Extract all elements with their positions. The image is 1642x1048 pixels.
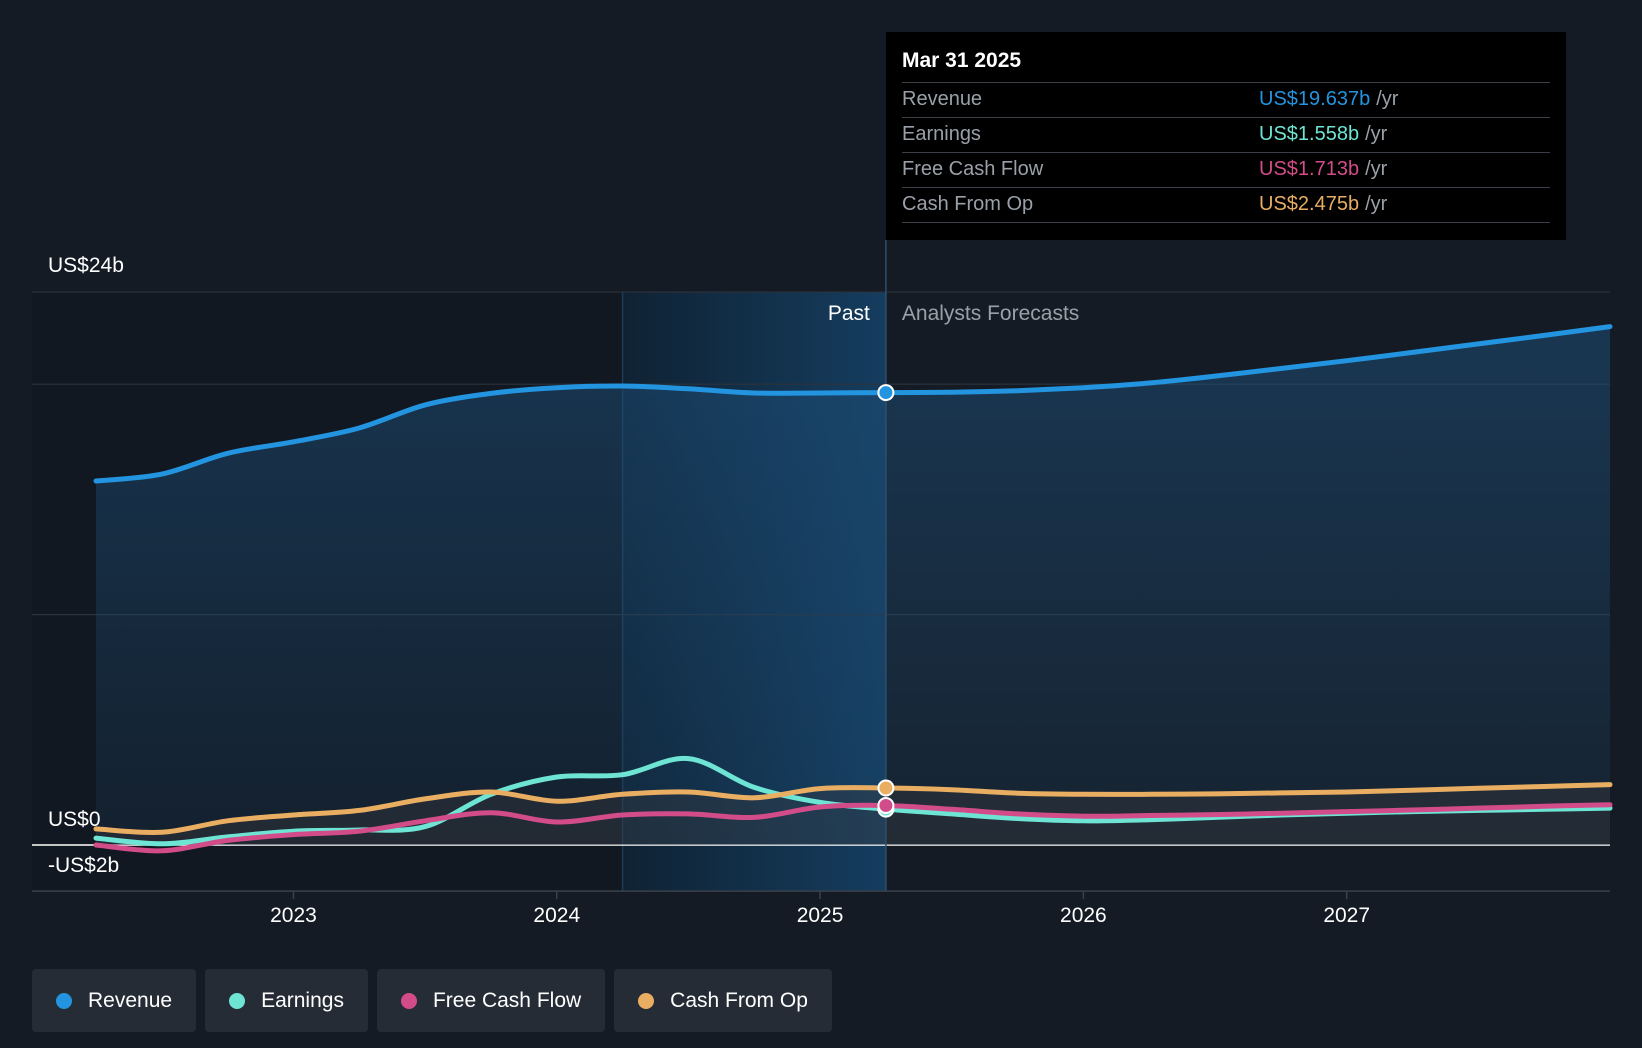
legend-label: Cash From Op [670, 988, 808, 1012]
past-label: Past [828, 302, 870, 325]
cash-from-op-line [93, 782, 1613, 836]
tooltip-label: Earnings [902, 123, 981, 145]
free-cash-flow-dot-icon [400, 992, 417, 1009]
revenue-area [96, 326, 1610, 846]
x-tick-label: 2025 [797, 904, 844, 927]
x-tick-label: 2026 [1060, 904, 1107, 927]
tooltip-value: US$2.475b [1259, 193, 1360, 215]
forecast-label: Analysts Forecasts [902, 302, 1079, 325]
legend-item-cash-from-op[interactable]: Cash From Op [614, 969, 832, 1032]
tooltip-row-revenue: Revenue US$19.637b /yr [902, 82, 1550, 117]
tooltip-label: Free Cash Flow [902, 158, 1044, 180]
y-axis-label-top: US$24b [48, 254, 124, 277]
tooltip-row-free-cash-flow: Free Cash Flow US$1.713b /yr [902, 152, 1550, 187]
tooltip-unit: /yr [1365, 193, 1388, 215]
legend-label: Revenue [88, 988, 173, 1012]
tooltip-row-cash-from-op: Cash From Op US$2.475b /yr [902, 187, 1550, 223]
legend-item-revenue[interactable]: Revenue [32, 969, 197, 1032]
free-cash-flow-marker [877, 797, 895, 815]
tooltip-date: Mar 31 2025 [902, 49, 1022, 72]
tooltip-value: US$19.637b [1259, 88, 1371, 110]
revenue-marker [877, 384, 895, 402]
cash-from-op-dot-icon [638, 992, 655, 1009]
y-axis-label-zero: US$0 [48, 808, 101, 831]
x-tick-label: 2024 [533, 904, 580, 927]
tooltip-unit: /yr [1365, 123, 1388, 145]
legend-item-earnings[interactable]: Earnings [205, 969, 368, 1032]
x-tick-label: 2027 [1323, 904, 1370, 927]
x-tick-label: 2023 [270, 904, 317, 927]
tooltip-value: US$1.558b [1259, 123, 1360, 145]
tooltip-unit: /yr [1376, 88, 1399, 110]
legend-label: Free Cash Flow [432, 988, 582, 1012]
y-axis-label-bottom: -US$2b [48, 854, 119, 877]
earnings-dot-icon [229, 992, 246, 1009]
legend: Revenue Earnings Free Cash Flow Cash Fro… [32, 969, 832, 1032]
cash-from-op-marker [877, 779, 895, 797]
revenue-dot-icon [56, 992, 72, 1009]
revenue-line [93, 324, 1613, 484]
tooltip-unit: /yr [1365, 158, 1388, 180]
legend-label: Earnings [261, 988, 344, 1012]
tooltip-row-earnings: Earnings US$1.558b /yr [902, 117, 1550, 152]
tooltip-value: US$1.713b [1259, 158, 1360, 180]
tooltip-label: Cash From Op [902, 193, 1034, 215]
data-tooltip: Mar 31 2025 Revenue US$19.637b /yr Earni… [886, 32, 1566, 240]
tooltip-label: Revenue [902, 88, 983, 110]
free-cash-flow-line [93, 802, 1613, 854]
legend-item-free-cash-flow[interactable]: Free Cash Flow [376, 969, 606, 1032]
